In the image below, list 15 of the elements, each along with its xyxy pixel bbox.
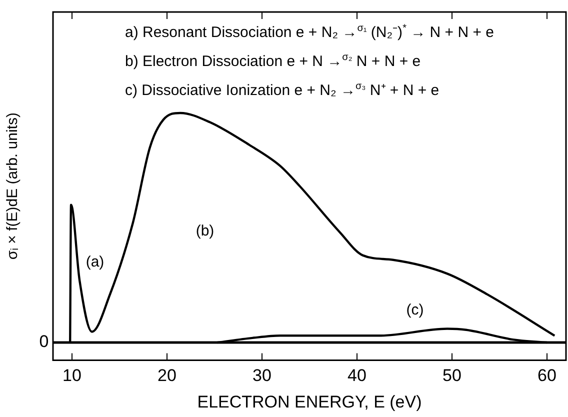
x-tick-label: 40 (348, 366, 366, 386)
text: 0 (39, 332, 49, 352)
text: b) Electron Dissociation e + N →$^{σ₂}$ N + N + e (125, 51, 422, 72)
x-tick-label: 60 (538, 366, 556, 386)
text: c) Dissociative Ionization e + N₂ →$^{σ₃}$ N⁺ + N + e (125, 80, 440, 101)
x-axis-title: ELECTRON ENERGY, E (eV) (197, 392, 422, 412)
x-tick-label: 20 (158, 366, 176, 386)
annotation: (a) (86, 254, 104, 270)
annotation: (b) (196, 222, 214, 240)
y-axis-title: σᵢ × f(E)dE (arb. units) (4, 112, 22, 260)
x-tick-label: 50 (442, 366, 462, 386)
annotation: (c) (406, 302, 424, 318)
text: a) Resonant Dissociation e + N₂ →$^{σ₁}$ (N₂⁻)$^{*}$ → N + N + e (125, 22, 494, 43)
x-tick-label: 10 (62, 366, 82, 386)
x-tick-label: 30 (252, 366, 272, 386)
